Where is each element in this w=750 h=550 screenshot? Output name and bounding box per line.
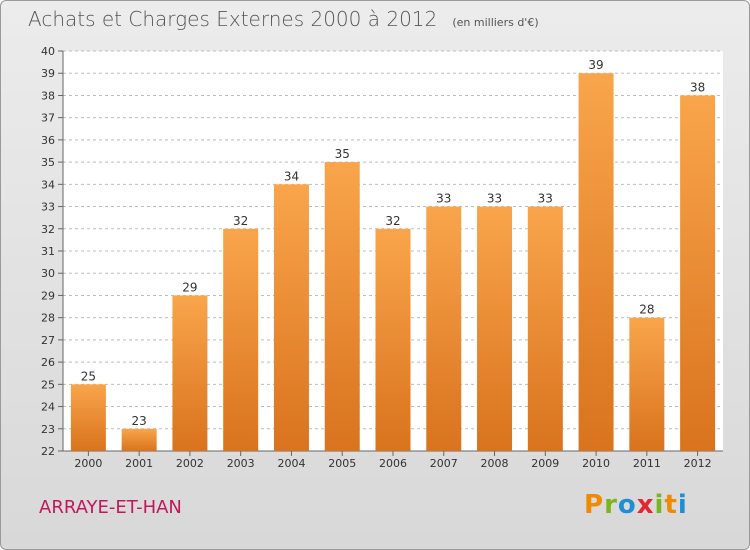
x-tick-label: 2012	[684, 457, 712, 470]
y-tick-label: 24	[41, 401, 55, 414]
commune-name: ARRAYE-ET-HAN	[39, 497, 182, 518]
title-row: Achats et Charges Externes 2000 à 2012 (…	[28, 7, 539, 31]
y-tick-label: 37	[41, 112, 55, 125]
bar	[121, 428, 157, 451]
bar	[273, 184, 309, 452]
y-tick-label: 36	[41, 134, 55, 147]
proxiti-logo: Proxiti	[584, 490, 688, 520]
x-tick-label: 2002	[176, 457, 204, 470]
bar	[223, 228, 259, 451]
y-tick-label: 22	[41, 445, 55, 458]
bar-value-label: 33	[436, 192, 451, 206]
bar	[324, 162, 360, 451]
logo-letter: x	[636, 490, 655, 520]
x-tick-label: 2005	[328, 457, 356, 470]
chart-subtitle: (en milliers d'€)	[452, 16, 539, 29]
bar-value-label: 28	[639, 303, 654, 317]
bar-value-label: 32	[233, 214, 248, 228]
y-tick-label: 38	[41, 89, 55, 102]
bar	[70, 384, 106, 451]
logo-letter: o	[617, 490, 637, 520]
logo-letter: t	[664, 490, 678, 520]
bar-value-label: 33	[487, 192, 502, 206]
logo-letter: i	[677, 490, 688, 520]
bar	[680, 95, 716, 451]
y-tick-label: 32	[41, 223, 55, 236]
bar	[375, 228, 411, 451]
bar-value-label: 32	[385, 214, 400, 228]
bar-value-label: 33	[538, 192, 553, 206]
y-tick-label: 31	[41, 245, 55, 258]
y-tick-label: 26	[41, 356, 55, 369]
bar-value-label: 35	[335, 147, 350, 161]
y-tick-label: 40	[41, 45, 55, 58]
y-tick-label: 39	[41, 67, 55, 80]
logo-letter: i	[654, 490, 665, 520]
y-tick-label: 23	[41, 423, 55, 436]
bar	[578, 73, 614, 451]
x-tick-label: 2008	[481, 457, 509, 470]
bar-value-label: 34	[284, 169, 299, 183]
x-tick-label: 2001	[125, 457, 153, 470]
bar-value-label: 38	[690, 80, 705, 94]
y-tick-label: 27	[41, 334, 55, 347]
bar-value-label: 29	[182, 280, 197, 294]
bar	[527, 206, 563, 451]
x-tick-label: 2000	[74, 457, 102, 470]
bar	[477, 206, 513, 451]
x-tick-label: 2004	[277, 457, 305, 470]
bar-value-label: 25	[81, 369, 96, 383]
y-tick-label: 25	[41, 378, 55, 391]
logo-letter: r	[604, 490, 618, 520]
y-tick-label: 35	[41, 156, 55, 169]
bar	[426, 206, 462, 451]
x-tick-label: 2009	[531, 457, 559, 470]
logo-letter: P	[584, 490, 605, 520]
y-tick-label: 30	[41, 267, 55, 280]
bar	[629, 317, 665, 451]
x-tick-label: 2007	[430, 457, 458, 470]
bar-value-label: 23	[132, 414, 147, 428]
bar	[172, 295, 208, 451]
x-tick-label: 2003	[227, 457, 255, 470]
y-tick-label: 28	[41, 312, 55, 325]
x-tick-label: 2011	[633, 457, 661, 470]
y-tick-label: 29	[41, 289, 55, 302]
x-tick-label: 2006	[379, 457, 407, 470]
bar-value-label: 39	[588, 58, 603, 72]
y-tick-label: 33	[41, 201, 55, 214]
chart-title: Achats et Charges Externes 2000 à 2012	[28, 7, 438, 31]
x-tick-label: 2010	[582, 457, 610, 470]
y-tick-label: 34	[41, 178, 55, 191]
